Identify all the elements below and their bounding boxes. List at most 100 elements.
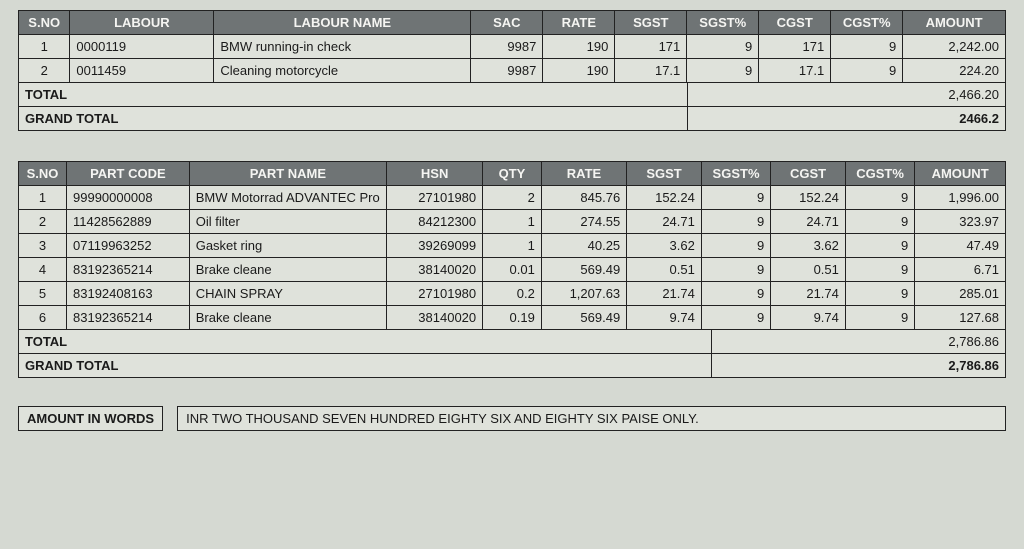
labour-table: S.NOLABOURLABOUR NAMESACRATESGSTSGST%CGS…: [18, 10, 1006, 83]
cell: 5: [19, 282, 67, 306]
labour-total-label: TOTAL: [19, 83, 688, 107]
cell: Brake cleane: [189, 306, 386, 330]
col-header: S.NO: [19, 11, 70, 35]
cell: 2: [19, 210, 67, 234]
table-row: 211428562889Oil filter842123001274.5524.…: [19, 210, 1006, 234]
parts-total-value: 2,786.86: [711, 330, 1005, 354]
cell: 9: [687, 59, 759, 83]
cell: 21.74: [771, 282, 846, 306]
cell: 9: [831, 35, 903, 59]
cell: 0.51: [627, 258, 702, 282]
cell: 17.1: [615, 59, 687, 83]
cell: 9987: [471, 59, 543, 83]
cell: 9987: [471, 35, 543, 59]
cell: Cleaning motorcycle: [214, 59, 471, 83]
col-header: RATE: [541, 162, 626, 186]
cell: 2,242.00: [903, 35, 1006, 59]
labour-grand-value: 2466.2: [687, 107, 1005, 131]
cell: 845.76: [541, 186, 626, 210]
cell: 9: [701, 186, 770, 210]
cell: 83192365214: [67, 306, 190, 330]
cell: 07119963252: [67, 234, 190, 258]
cell: 9: [845, 306, 914, 330]
cell: 9: [845, 258, 914, 282]
col-header: PART NAME: [189, 162, 386, 186]
cell: 323.97: [915, 210, 1006, 234]
col-header: LABOUR: [70, 11, 214, 35]
cell: 9: [831, 59, 903, 83]
amount-in-words-row: AMOUNT IN WORDS INR TWO THOUSAND SEVEN H…: [18, 406, 1006, 431]
labour-grand-label: GRAND TOTAL: [19, 107, 688, 131]
cell: 9: [701, 306, 770, 330]
cell: 1: [483, 234, 542, 258]
col-header: HSN: [387, 162, 483, 186]
parts-total-label: TOTAL: [19, 330, 712, 354]
cell: 9: [845, 186, 914, 210]
cell: 1,207.63: [541, 282, 626, 306]
cell: Brake cleane: [189, 258, 386, 282]
col-header: SGST: [615, 11, 687, 35]
cell: 99990000008: [67, 186, 190, 210]
cell: 0011459: [70, 59, 214, 83]
labour-total-value: 2,466.20: [687, 83, 1005, 107]
cell: 0000119: [70, 35, 214, 59]
cell: BMW running-in check: [214, 35, 471, 59]
cell: 0.01: [483, 258, 542, 282]
cell: 569.49: [541, 258, 626, 282]
cell: 152.24: [771, 186, 846, 210]
cell: 3.62: [771, 234, 846, 258]
cell: 274.55: [541, 210, 626, 234]
cell: 1,996.00: [915, 186, 1006, 210]
cell: 1: [19, 186, 67, 210]
cell: CHAIN SPRAY: [189, 282, 386, 306]
cell: 6: [19, 306, 67, 330]
cell: 9: [701, 282, 770, 306]
cell: BMW Motorrad ADVANTEC Pro: [189, 186, 386, 210]
col-header: PART CODE: [67, 162, 190, 186]
col-header: QTY: [483, 162, 542, 186]
cell: 24.71: [771, 210, 846, 234]
cell: 285.01: [915, 282, 1006, 306]
cell: 171: [615, 35, 687, 59]
cell: 9.74: [771, 306, 846, 330]
cell: 1: [19, 35, 70, 59]
parts-grand-value: 2,786.86: [711, 354, 1005, 378]
table-row: 20011459Cleaning motorcycle998719017.191…: [19, 59, 1006, 83]
col-header: CGST: [759, 11, 831, 35]
cell: 3: [19, 234, 67, 258]
col-header: S.NO: [19, 162, 67, 186]
cell: 27101980: [387, 282, 483, 306]
col-header: AMOUNT: [903, 11, 1006, 35]
cell: 190: [543, 35, 615, 59]
col-header: LABOUR NAME: [214, 11, 471, 35]
cell: 21.74: [627, 282, 702, 306]
col-header: SGST%: [687, 11, 759, 35]
cell: 9: [845, 234, 914, 258]
cell: 0.2: [483, 282, 542, 306]
table-row: 199990000008BMW Motorrad ADVANTEC Pro271…: [19, 186, 1006, 210]
table-row: 483192365214Brake cleane381400200.01569.…: [19, 258, 1006, 282]
cell: 190: [543, 59, 615, 83]
table-row: 10000119BMW running-in check998719017191…: [19, 35, 1006, 59]
cell: 224.20: [903, 59, 1006, 83]
cell: 0.19: [483, 306, 542, 330]
cell: 2: [483, 186, 542, 210]
cell: Gasket ring: [189, 234, 386, 258]
cell: 2: [19, 59, 70, 83]
cell: 9: [687, 35, 759, 59]
labour-totals: TOTAL 2,466.20 GRAND TOTAL 2466.2: [18, 82, 1006, 131]
cell: 6.71: [915, 258, 1006, 282]
cell: 569.49: [541, 306, 626, 330]
cell: 40.25: [541, 234, 626, 258]
cell: 38140020: [387, 258, 483, 282]
col-header: CGST: [771, 162, 846, 186]
parts-totals: TOTAL 2,786.86 GRAND TOTAL 2,786.86: [18, 329, 1006, 378]
table-row: 583192408163CHAIN SPRAY271019800.21,207.…: [19, 282, 1006, 306]
parts-grand-label: GRAND TOTAL: [19, 354, 712, 378]
cell: 152.24: [627, 186, 702, 210]
table-row: 307119963252Gasket ring39269099140.253.6…: [19, 234, 1006, 258]
cell: 171: [759, 35, 831, 59]
cell: 0.51: [771, 258, 846, 282]
cell: 4: [19, 258, 67, 282]
col-header: RATE: [543, 11, 615, 35]
